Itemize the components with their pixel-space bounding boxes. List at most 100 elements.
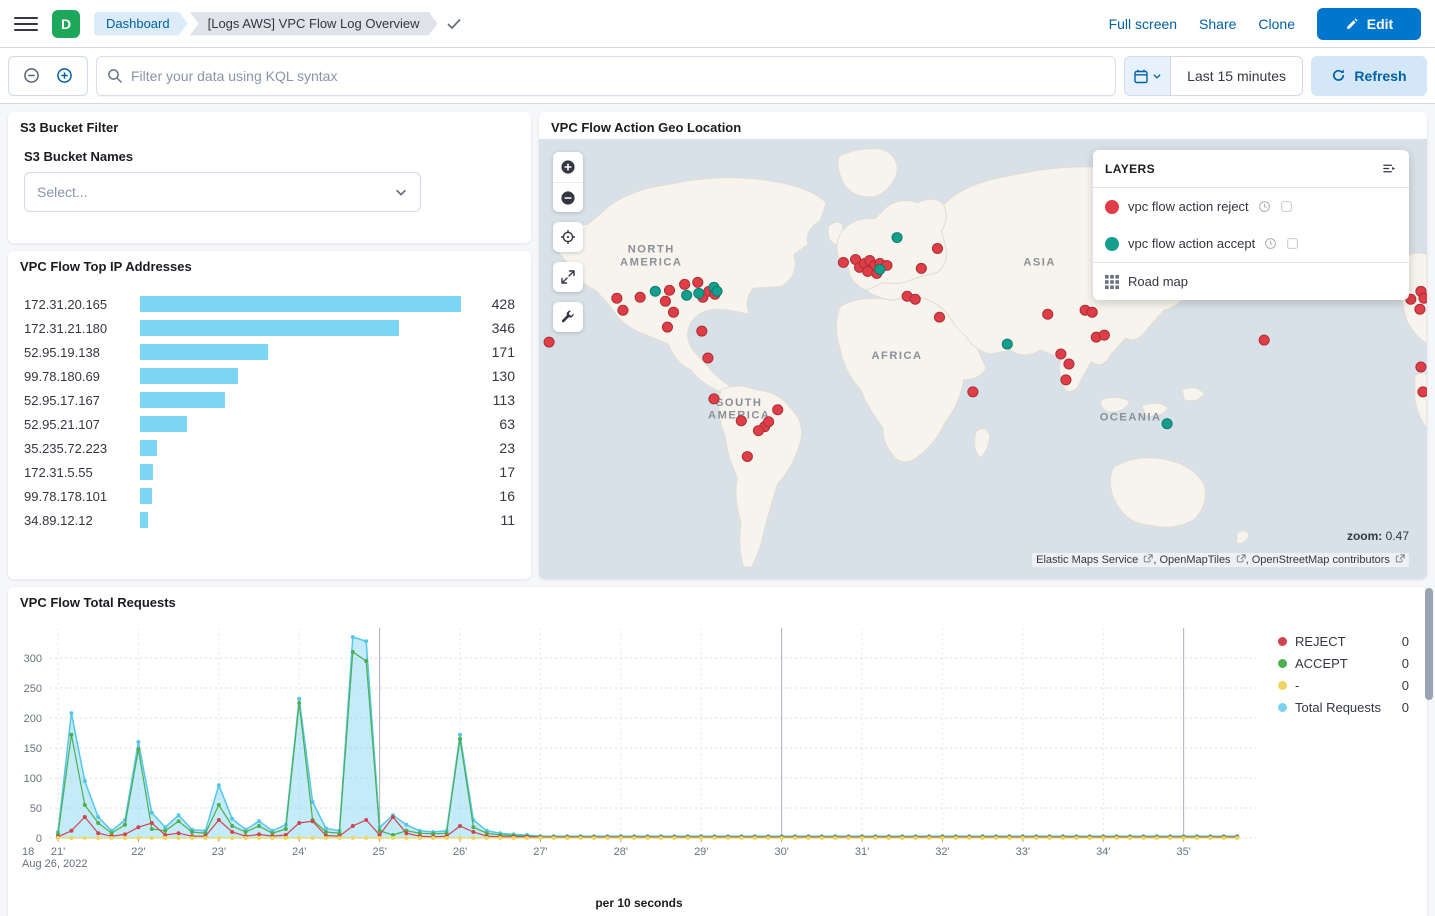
clone-link[interactable]: Clone (1258, 15, 1295, 32)
geo-point-reject[interactable] (663, 284, 676, 296)
ip-bar[interactable] (140, 344, 269, 360)
legend-row[interactable]: REJECT 0 (1278, 634, 1409, 649)
ip-bar-row[interactable]: 172.31.5.55 17 (24, 460, 515, 484)
geo-point-reject[interactable] (915, 262, 927, 274)
geo-point-reject[interactable] (763, 416, 775, 428)
geo-point-reject[interactable] (752, 425, 765, 437)
space-avatar[interactable]: D (52, 9, 80, 38)
geo-point-reject[interactable] (708, 393, 720, 405)
add-filter-icon[interactable] (54, 65, 75, 86)
zoom-in-button[interactable] (553, 152, 583, 182)
refresh-button[interactable]: Refresh (1311, 55, 1427, 96)
geo-point-reject[interactable] (1063, 358, 1075, 370)
geo-point-reject[interactable] (1042, 308, 1054, 320)
geo-point-reject[interactable] (634, 291, 646, 303)
ip-bar[interactable] (140, 464, 153, 480)
ip-bar[interactable] (140, 320, 400, 336)
legend-row[interactable]: -0 (1278, 678, 1409, 693)
geo-point-reject[interactable] (1258, 334, 1270, 346)
geo-point-reject[interactable] (909, 293, 921, 305)
tools-button[interactable] (553, 302, 583, 332)
geo-point-reject[interactable] (862, 265, 874, 277)
geo-point-accept[interactable] (693, 287, 705, 299)
geo-point-accept[interactable] (1001, 338, 1013, 350)
attribution-link[interactable]: OpenMapTiles (1159, 554, 1246, 566)
zoom-out-button[interactable] (553, 182, 583, 212)
geo-point-reject[interactable] (741, 451, 753, 463)
page-scrollbar-thumb[interactable] (1425, 588, 1433, 700)
ip-bar-row[interactable]: 34.89.12.12 11 (24, 508, 515, 532)
breadcrumb-dashboard[interactable]: Dashboard (94, 12, 188, 36)
geo-point-reject[interactable] (696, 325, 708, 337)
geo-point-reject[interactable] (967, 386, 979, 398)
layer-row-reject[interactable]: vpc flow action reject (1093, 188, 1409, 225)
geo-point-reject[interactable] (667, 306, 680, 318)
geo-point-accept[interactable] (891, 232, 903, 244)
geo-point-reject[interactable] (1055, 348, 1067, 360)
ip-bar-row[interactable]: 52.95.17.167 113 (24, 388, 515, 412)
attribution-link[interactable]: OpenStreetMap contributors (1252, 554, 1405, 566)
geo-point-reject[interactable] (1415, 361, 1427, 373)
calendar-button[interactable] (1125, 56, 1172, 95)
legend-row[interactable]: ACCEPT 0 (1278, 656, 1409, 671)
geo-point-accept[interactable] (1161, 418, 1173, 430)
full-screen-link[interactable]: Full screen (1108, 15, 1178, 32)
filter-ignore-icon[interactable] (21, 65, 42, 86)
geo-point-reject[interactable] (772, 404, 784, 416)
ip-bar-row[interactable]: 35.235.72.223 23 (24, 436, 515, 460)
geo-point-accept[interactable] (681, 289, 693, 301)
geo-point-accept[interactable] (649, 285, 661, 297)
legend-row[interactable]: Total Requests 0 (1278, 700, 1409, 715)
ip-bar[interactable] (140, 440, 158, 456)
attribution-link[interactable]: Elastic Maps Service (1036, 554, 1153, 566)
geo-point-reject[interactable] (1086, 306, 1098, 318)
geo-point-reject[interactable] (1418, 292, 1427, 304)
geo-point-reject[interactable] (735, 415, 747, 427)
time-range-label[interactable]: Last 15 minutes (1187, 67, 1286, 84)
ip-bar-row[interactable]: 52.95.19.138 171 (24, 340, 515, 364)
geo-point-accept[interactable] (874, 263, 886, 275)
geo-point-reject[interactable] (659, 295, 671, 307)
geo-point-reject[interactable] (1098, 329, 1110, 341)
geo-point-reject[interactable] (617, 304, 629, 316)
ip-bar[interactable] (140, 368, 238, 384)
geo-point-reject[interactable] (933, 311, 946, 323)
ip-bar-row[interactable]: 172.31.20.165 428 (24, 292, 515, 316)
ip-bar[interactable] (140, 296, 461, 312)
layer-row-accept[interactable]: vpc flow action accept (1093, 225, 1409, 262)
geo-point-reject[interactable] (1417, 386, 1427, 398)
ip-bar[interactable] (140, 488, 152, 504)
checkbox-icon[interactable] (1286, 237, 1299, 250)
geo-point-reject[interactable] (837, 256, 849, 268)
geo-point-reject[interactable] (679, 278, 691, 290)
ip-bar-row[interactable]: 99.78.178.101 16 (24, 484, 515, 508)
layer-row-roadmap[interactable]: Road map (1093, 262, 1409, 300)
breadcrumb-current[interactable]: [Logs AWS] VPC Flow Log Overview (190, 12, 438, 36)
geo-point-reject[interactable] (1414, 303, 1426, 315)
checkbox-icon[interactable] (1280, 200, 1293, 213)
total-requests-chart[interactable]: 0 50 100 150 200 250 300 21' 22' 23' 24' 25' 26' 27' 2… (14, 616, 1264, 888)
ip-bar-row[interactable]: 172.31.21.180 346 (24, 316, 515, 340)
geo-point-reject[interactable] (702, 352, 714, 364)
expand-button[interactable] (553, 262, 583, 292)
ip-bar[interactable] (140, 392, 225, 408)
edit-button[interactable]: Edit (1317, 7, 1421, 40)
ip-bar[interactable] (140, 512, 149, 528)
s3-bucket-select[interactable]: Select... (24, 172, 421, 212)
geo-point-reject[interactable] (611, 292, 623, 304)
ip-bar-row[interactable]: 52.95.21.107 63 (24, 412, 515, 436)
geo-point-accept[interactable] (711, 285, 723, 297)
geo-point-reject[interactable] (543, 336, 555, 348)
geo-point-reject[interactable] (931, 243, 944, 254)
geo-point-reject[interactable] (692, 276, 704, 288)
set-view-button[interactable] (553, 222, 583, 252)
ip-bar[interactable] (140, 416, 188, 432)
geo-point-reject[interactable] (1060, 374, 1072, 386)
geo-point-reject[interactable] (661, 321, 674, 333)
layers-menu-icon[interactable] (1382, 161, 1397, 176)
ip-bar-row[interactable]: 99.78.180.69 130 (24, 364, 515, 388)
menu-icon[interactable] (14, 12, 38, 36)
kql-input[interactable] (131, 67, 1106, 84)
share-link[interactable]: Share (1199, 15, 1237, 32)
